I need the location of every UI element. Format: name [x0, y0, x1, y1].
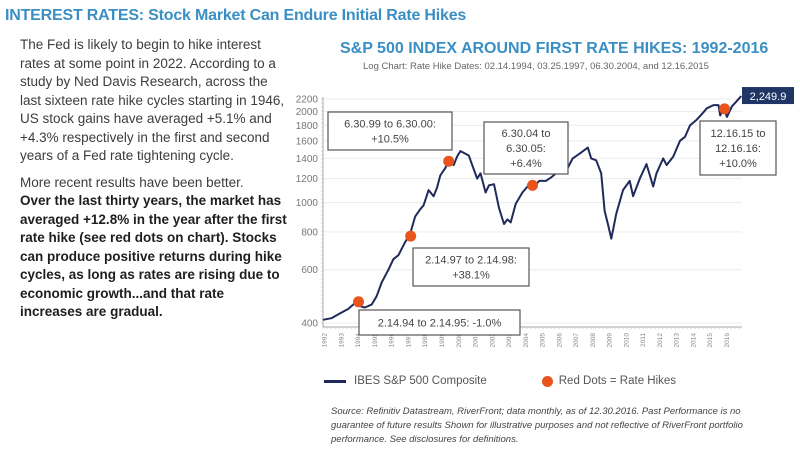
- x-tick-label: 2001: [473, 333, 480, 348]
- commentary-paragraph-1: The Fed is likely to begin to hike inter…: [20, 37, 285, 163]
- chart-subtitle: Log Chart: Rate Hike Dates: 02.14.1994, …: [363, 61, 709, 72]
- annotation-box: [327, 111, 453, 151]
- x-tick-label: 2003: [506, 333, 513, 348]
- commentary-intro: More recent results have been better.: [20, 174, 244, 190]
- annotation-text: 6.30.99 to 6.30.00:: [344, 119, 436, 131]
- annotation-box: [483, 121, 569, 175]
- rate-hike-dot: [405, 230, 417, 242]
- x-tick-label: 2008: [590, 333, 597, 348]
- annotation-a5: 12.16.15 to 12.16.16: +10.0%: [699, 120, 777, 176]
- x-tick-label: 1998: [422, 333, 429, 348]
- source-note: Source: Refinitiv Datastream, RiverFront…: [331, 406, 743, 445]
- legend-dots-label: Red Dots = Rate Hikes: [558, 375, 677, 387]
- legend-series-label: IBES S&P 500 Composite: [354, 375, 487, 387]
- annotation-text: 6.30.05:: [506, 143, 546, 155]
- annotation-box: [412, 247, 530, 287]
- annotation-text: 2.14.97 to 2.14.98:: [425, 255, 517, 267]
- legend-dot-swatch: [541, 375, 553, 387]
- x-tick-label: 2013: [674, 333, 681, 348]
- x-tick-label: 2000: [456, 333, 463, 348]
- annotation-text: +38.1%: [452, 270, 490, 282]
- x-tick-label: 1993: [338, 333, 345, 348]
- chart-title: S&P 500 INDEX AROUND FIRST RATE HIKES: 1…: [340, 40, 769, 57]
- x-tick-label: 1994: [355, 333, 362, 348]
- x-tick-label: 2005: [540, 333, 547, 348]
- commentary: The Fed is likely to begin to hike inter…: [20, 36, 290, 330]
- y-tick-label: 1000: [296, 198, 319, 209]
- x-tick-label: 2009: [607, 333, 614, 348]
- annotation-text: +10.5%: [371, 134, 409, 146]
- x-tick-label: 2016: [724, 333, 731, 348]
- x-tick-label: 2002: [489, 333, 496, 348]
- x-tick-label: 1996: [389, 333, 396, 348]
- x-tick-label: 2015: [707, 333, 714, 348]
- rate-hike-dot: [353, 296, 365, 308]
- y-tick-label: 1400: [296, 154, 319, 165]
- commentary-bold: Over the last thirty years, the market h…: [20, 193, 287, 319]
- annotations: 6.30.99 to 6.30.00:+10.5% 6.30.04 to6.30.…: [327, 111, 777, 336]
- x-tick-label: 2010: [623, 333, 630, 348]
- annotation-a4: 2.14.94 to 2.14.95: -1.0%: [358, 309, 521, 336]
- x-tick-label: 2007: [573, 333, 580, 348]
- x-tick-label: 1999: [439, 333, 446, 348]
- annotation-text: +10.0%: [719, 158, 757, 170]
- annotation-text: 12.16.16:: [715, 143, 761, 155]
- y-tick-label: 1200: [296, 174, 319, 185]
- x-tick-label: 2012: [657, 333, 664, 348]
- rate-hike-dots: [353, 103, 731, 308]
- page-title: INTEREST RATES: Stock Market Can Endure …: [5, 7, 467, 24]
- annotation-text: +6.4%: [510, 158, 542, 170]
- rate-hike-dot: [443, 155, 455, 167]
- y-tick-label: 1800: [296, 121, 319, 132]
- annotation-box: [699, 120, 777, 176]
- x-tick-label: 1997: [405, 333, 412, 348]
- x-tick-label: 2011: [640, 333, 647, 347]
- annotation-text: 6.30.04 to: [502, 128, 551, 140]
- y-tick-label: 800: [301, 227, 318, 238]
- annotation-box: [358, 309, 521, 336]
- legend: IBES S&P 500 Composite Red Dots = Rate H…: [324, 375, 676, 387]
- annotation-text: 2.14.94 to 2.14.95: -1.0%: [378, 318, 502, 330]
- annotation-a1: 6.30.99 to 6.30.00: +10.5%: [327, 111, 453, 151]
- y-tick-label: 1600: [296, 136, 319, 147]
- x-tick-label: 1995: [372, 333, 379, 348]
- x-tick-label: 2004: [523, 333, 530, 348]
- y-tick-label: 2200: [296, 95, 319, 106]
- rate-hike-dot: [527, 179, 538, 191]
- last-value-label-bg: [742, 87, 794, 105]
- commentary-paragraph-2: More recent results have been better. Ov…: [20, 174, 290, 322]
- annotation-a3: 2.14.97 to 2.14.98: +38.1%: [412, 247, 530, 287]
- rate-hike-dot: [719, 103, 731, 115]
- legend-line-swatch: [324, 379, 346, 383]
- x-tick-label: 2014: [690, 333, 697, 348]
- last-value-label-group: 2,249.9: [742, 87, 794, 105]
- y-tick-label: 600: [301, 265, 318, 276]
- y-tick-label: 400: [301, 319, 318, 330]
- annotation-text: 12.16.15 to: [710, 128, 765, 140]
- x-tick-label: 1992: [322, 333, 329, 348]
- y-tick-label: 2000: [296, 107, 319, 118]
- x-tick-label: 2006: [556, 333, 563, 348]
- annotation-a2: 6.30.04 to 6.30.05: +6.4%: [483, 121, 569, 175]
- last-value-label: 2,249.9: [750, 91, 787, 103]
